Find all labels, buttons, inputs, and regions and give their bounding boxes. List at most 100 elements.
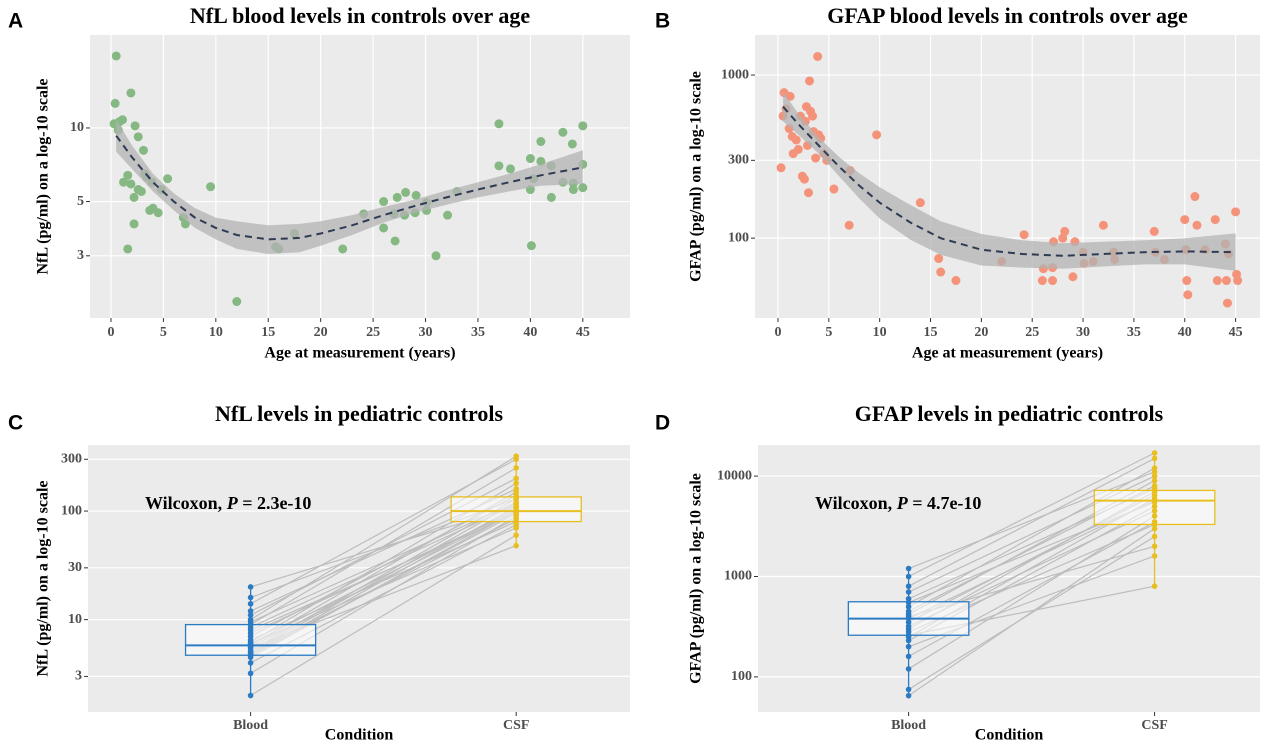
data-point — [1098, 220, 1108, 230]
data-point — [905, 573, 912, 580]
data-point — [905, 583, 912, 590]
data-point — [808, 111, 818, 121]
data-point — [513, 456, 519, 463]
data-point — [905, 653, 912, 660]
x-tick-label: 15 — [261, 325, 275, 340]
data-point — [776, 163, 786, 173]
data-point — [951, 276, 961, 286]
data-point — [905, 623, 912, 629]
data-point — [785, 91, 795, 101]
data-point — [1151, 485, 1158, 492]
y-tick-label: 10000 — [717, 468, 752, 483]
data-point — [138, 145, 148, 155]
data-point — [793, 144, 803, 154]
y-tick-label: 3 — [77, 248, 84, 263]
data-point — [578, 183, 588, 193]
data-point — [513, 518, 519, 525]
data-point — [119, 177, 129, 187]
data-point — [905, 666, 912, 672]
data-point — [513, 503, 519, 510]
data-point — [872, 130, 882, 140]
annotation-test: Wilcoxon, — [145, 493, 227, 513]
data-point — [1183, 290, 1193, 300]
x-tick-label: 5 — [160, 325, 167, 340]
x-tick-label: 10 — [873, 325, 887, 340]
y-tick-label: 3 — [75, 669, 82, 684]
pair-line — [250, 458, 517, 605]
annotation-test: Wilcoxon, — [815, 493, 897, 513]
confidence-band — [116, 119, 583, 254]
data-point — [247, 584, 254, 590]
data-point — [1019, 230, 1029, 240]
data-point — [1210, 215, 1220, 225]
x-axis-label: Age at measurement (years) — [264, 345, 455, 362]
pair-line — [908, 452, 1155, 578]
data-point — [1151, 553, 1158, 559]
data-point — [247, 692, 254, 699]
data-point — [1151, 492, 1158, 498]
data-point — [136, 186, 146, 196]
data-point — [526, 241, 536, 251]
annotation-p-symbol: P — [226, 493, 239, 513]
data-point — [1151, 473, 1158, 479]
data-point — [247, 616, 254, 623]
pair-line — [908, 471, 1155, 570]
data-point — [1151, 583, 1158, 590]
y-tick-label: 5 — [77, 194, 84, 209]
y-tick-label: 300 — [61, 451, 82, 466]
y-axis-label: NfL (pg/ml) on a log-10 scale — [35, 79, 52, 275]
trend-line — [782, 106, 1236, 257]
data-point — [829, 184, 839, 194]
data-point — [905, 595, 912, 602]
data-point — [390, 236, 400, 246]
x-tick-label: 15 — [924, 325, 938, 340]
data-point — [905, 692, 912, 699]
data-point — [905, 643, 912, 650]
data-point — [247, 670, 254, 677]
data-point — [247, 594, 254, 601]
x-tick-label: 35 — [1127, 325, 1141, 340]
data-point — [153, 208, 163, 218]
y-tick-label: 300 — [728, 153, 749, 168]
y-axis-label: NfL (pg/ml) on a log-10 scale — [35, 481, 52, 677]
x-tick-label: 45 — [576, 325, 590, 340]
data-point — [494, 119, 504, 129]
data-point — [1151, 499, 1158, 505]
annotation-p-value: = 4.7e-10 — [908, 493, 982, 513]
data-point — [513, 486, 519, 492]
x-axis-label: Condition — [975, 727, 1044, 744]
pair-line — [250, 503, 517, 628]
pair-line — [250, 512, 517, 631]
x-tick-label: 30 — [419, 325, 433, 340]
data-point — [392, 192, 402, 202]
x-tick-label: CSF — [1141, 718, 1167, 733]
y-tick-label: 1000 — [721, 67, 749, 82]
data-point — [1151, 450, 1158, 456]
data-point — [247, 608, 254, 614]
data-point — [805, 76, 815, 86]
data-point — [1182, 276, 1192, 286]
data-point — [536, 137, 546, 147]
plot-background — [755, 35, 1260, 318]
data-point — [1048, 276, 1058, 286]
data-point — [567, 139, 577, 149]
data-point — [1151, 477, 1158, 484]
panel-label: B — [655, 10, 670, 33]
pair-line — [250, 501, 517, 623]
data-point — [513, 510, 519, 517]
data-point — [163, 174, 173, 184]
data-point — [905, 686, 912, 693]
panel-label: A — [8, 10, 23, 33]
annotation: Wilcoxon, P = 4.7e-10 — [815, 493, 981, 513]
data-point — [513, 532, 519, 538]
data-point — [1037, 276, 1047, 286]
x-tick-label: 40 — [1178, 325, 1192, 340]
pair-line — [908, 528, 1155, 697]
annotation: Wilcoxon, P = 2.3e-10 — [145, 493, 311, 513]
y-axis-label: GFAP (pg/ml) on a log-10 scale — [688, 473, 705, 684]
data-point — [411, 190, 421, 200]
data-point — [206, 182, 216, 192]
data-point — [232, 297, 242, 307]
data-point — [936, 267, 946, 277]
